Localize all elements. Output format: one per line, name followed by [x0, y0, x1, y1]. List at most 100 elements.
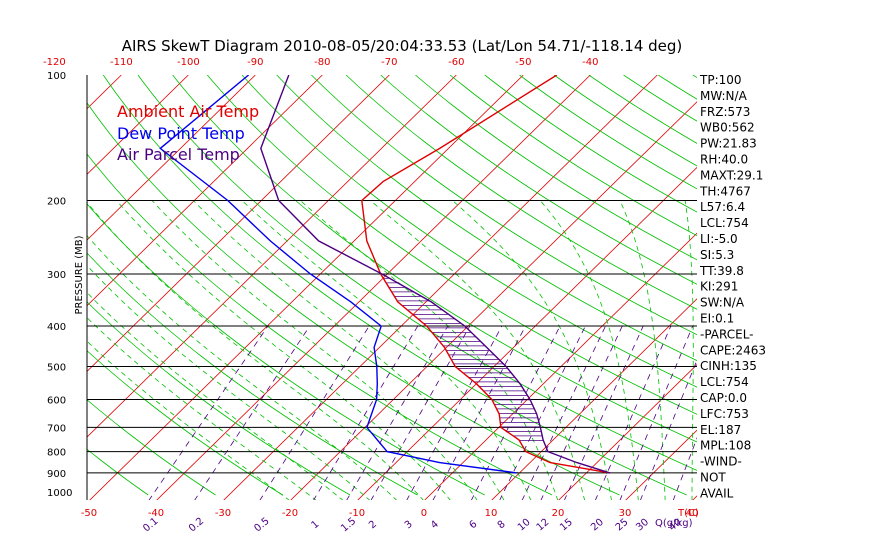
- mixing-ratio-tick: 25: [614, 517, 631, 534]
- isotherm: [357, 166, 697, 500]
- dry-adiabat: [87, 399, 216, 496]
- moist-adiabat: [370, 200, 586, 500]
- dry-adiabat: [484, 75, 697, 213]
- chart-title: AIRS SkewT Diagram 2010-08-05/20:04:33.5…: [122, 37, 683, 55]
- isotherm: [558, 363, 697, 500]
- moist-adiabat: [87, 235, 397, 500]
- bottom-temp-tick: 30: [619, 508, 632, 519]
- moist-adiabat: [87, 264, 371, 500]
- pressure-tick: 400: [47, 322, 66, 333]
- dry-adiabat: [87, 102, 620, 496]
- index-line: PW:21.83: [700, 137, 757, 151]
- dry-adiabat: [241, 75, 697, 388]
- bottom-temp-unit: T(C): [677, 508, 699, 519]
- pressure-tick: 800: [47, 448, 66, 459]
- mixing-ratio-line: [346, 325, 449, 500]
- isotherm: [87, 75, 189, 175]
- index-line: KI:291: [700, 280, 738, 294]
- bottom-temp-ticks: -50 -40 -30 -20 -10 0 10 20 30 40: [81, 508, 699, 519]
- mixing-ratio-line: [619, 325, 694, 500]
- mixing-ratio-line: [194, 325, 311, 500]
- dry-adiabat: [415, 75, 697, 261]
- pressure-isobars: [86, 75, 697, 500]
- mixing-ratio-line: [540, 325, 623, 500]
- index-line: -PARCEL-: [700, 327, 754, 341]
- isotherm: [290, 101, 697, 500]
- dry-adiabat: [87, 153, 553, 496]
- index-line: FRZ:573: [700, 105, 750, 119]
- index-line: SW:N/A: [700, 296, 745, 310]
- index-line: EL:187: [700, 423, 741, 437]
- isotherm: [87, 75, 390, 372]
- moist-adiabat: [87, 340, 290, 500]
- index-line: LFC:753: [700, 407, 749, 421]
- mixing-ratio-line: [595, 325, 672, 500]
- mixing-ratio-tick: 15: [558, 517, 575, 534]
- mixing-ratio-tick: 3: [403, 519, 415, 532]
- dry-adiabat: [137, 75, 697, 471]
- mixing-ratio-tick: 20: [589, 517, 606, 534]
- index-line: AVAIL: [700, 486, 734, 500]
- index-line: RH:40.0: [700, 153, 748, 167]
- mixing-ratio-line: [259, 325, 370, 500]
- dry-adiabat: [345, 75, 697, 310]
- isotherm: [156, 75, 591, 500]
- pressure-tick: 200: [47, 197, 66, 208]
- pressure-tick: 600: [47, 395, 66, 406]
- mixing-ratio-tick: 0.2: [187, 516, 206, 535]
- top-temp-ticks: -120 -110 -100 -90 -80 -70 -60 -50 -40: [43, 57, 599, 68]
- mixing-ratio-line: [148, 325, 269, 500]
- bottom-temp-tick: -30: [215, 508, 231, 519]
- index-line: CAP:0.0: [700, 391, 747, 405]
- mixing-ratio-tick: 12: [535, 517, 552, 534]
- mixing-ratio-tick: 6: [468, 519, 480, 532]
- sounding-profiles: [159, 75, 611, 474]
- isotherm: [87, 75, 256, 241]
- index-line: CINH:135: [700, 359, 757, 373]
- top-temp-tick: -70: [381, 57, 397, 68]
- moist-adiabat: [539, 200, 639, 500]
- index-line: TT:39.8: [699, 264, 744, 278]
- bottom-temp-tick: 40: [686, 508, 699, 519]
- index-line: LCL:754: [700, 216, 749, 230]
- pressure-tick: 500: [47, 362, 66, 373]
- ambient-temp-line: [361, 75, 611, 474]
- moist-adiabat: [87, 201, 424, 500]
- dry-adiabat: [797, 75, 870, 495]
- dry-adiabat: [449, 75, 697, 237]
- mixing-ratio-line: [370, 325, 471, 500]
- moist-adiabat: [300, 200, 559, 500]
- moist-adiabat: [151, 200, 478, 500]
- bottom-temp-tick: -40: [148, 508, 164, 519]
- dry-adiabat: [87, 301, 351, 496]
- dewpoint-line: [159, 75, 517, 474]
- moist-adiabat: [684, 200, 694, 500]
- index-line: SI:5.3: [700, 248, 734, 262]
- index-line: TH:4767: [699, 184, 751, 198]
- dry-adiabat: [311, 75, 697, 336]
- dry-adiabat: [380, 75, 697, 285]
- moist-adiabat: [452, 200, 612, 500]
- top-temp-tick: -40: [582, 57, 598, 68]
- pressure-tick: 1000: [47, 488, 72, 499]
- index-line: TP:100: [699, 73, 742, 87]
- moist-adiabat: [116, 200, 451, 500]
- y-axis-label: PRESSURE (MB): [74, 235, 85, 314]
- top-temp-tick: -110: [110, 57, 133, 68]
- index-line: L57:6.4: [700, 200, 745, 214]
- isotherm: [89, 75, 524, 500]
- top-temp-tick: -100: [177, 57, 200, 68]
- parcel-temp-line: [260, 75, 611, 474]
- dry-adiabat: [832, 75, 870, 495]
- dry-adiabat: [172, 75, 697, 443]
- dry-adiabat: [276, 75, 697, 362]
- moist-adiabat: [241, 200, 532, 500]
- dry-adiabat: [519, 75, 697, 190]
- mixing-ratio-unit: Q(g/kg): [655, 518, 693, 529]
- moist-adiabat: [87, 317, 317, 500]
- top-temp-tick: -80: [314, 57, 330, 68]
- mixing-ratio-tick: 4: [429, 519, 441, 532]
- legend-ambient: Ambient Air Temp: [117, 102, 259, 121]
- pressure-tick: 300: [47, 270, 66, 281]
- isotherm: [87, 75, 457, 438]
